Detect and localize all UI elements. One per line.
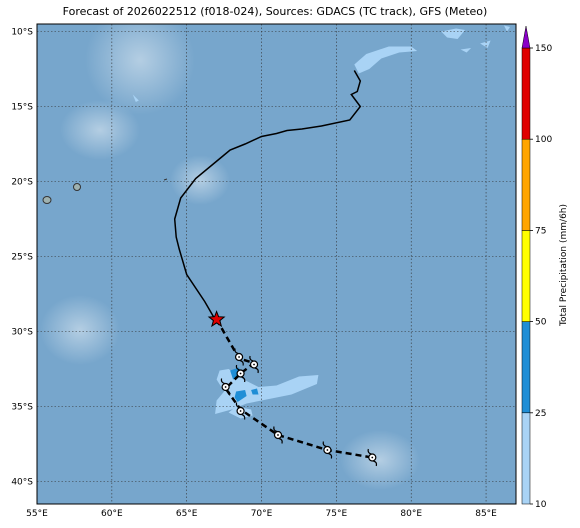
precip-area-4 (480, 40, 491, 48)
precip-area-0 (215, 369, 319, 414)
tc-symbol-arm (328, 452, 333, 459)
lon-tick-label: 80°E (400, 509, 422, 519)
precip-area-3 (441, 28, 466, 39)
tc-symbol-arm (273, 426, 278, 433)
colorbar-tick-label: 25 (535, 409, 546, 419)
lat-tick-label: 30°S (11, 328, 33, 338)
lat-tick-label: 10°S (11, 28, 33, 38)
longitude-tick-labels: 55°E 60°E 65°E 70°E 75°E 80°E 85°E (26, 509, 497, 519)
map-title: Forecast of 2026022512 (f018-024), Sourc… (62, 5, 488, 18)
tc-symbol-icon (273, 426, 283, 444)
lat-tick-label: 40°S (11, 478, 33, 488)
lat-tick-label: 15°S (11, 103, 33, 113)
tc-symbol-arm (235, 364, 240, 371)
lon-tick-label: 70°E (251, 509, 273, 519)
mauritius-island (73, 183, 81, 191)
track-past-line (173, 70, 362, 320)
lon-tick-label: 60°E (101, 509, 123, 519)
precip-area-6 (504, 25, 510, 32)
tc-symbol-arm (235, 402, 240, 409)
colorbar-segment (521, 138, 531, 231)
tc-symbol-icon (367, 448, 378, 467)
colorbar: 10 25 50 75 100 150 (521, 25, 552, 510)
lat-tick-label: 20°S (11, 178, 33, 188)
colorbar-label: Total Precipitation (mm/6h) (559, 204, 569, 327)
reunion-island (42, 196, 52, 204)
tc-symbol-arm (220, 378, 225, 385)
precipitation-areas (132, 25, 510, 419)
rodrigues-island (163, 178, 168, 181)
tc-symbol-dot (239, 372, 242, 375)
colorbar-segment (521, 230, 531, 322)
map-grid (36, 24, 516, 504)
colorbar-extension-arrow (521, 25, 531, 49)
lon-tick-label: 75°E (326, 509, 348, 519)
precip-area-2 (354, 46, 418, 74)
tc-symbol-dot (326, 449, 329, 451)
precip-area-7 (132, 94, 139, 102)
colorbar-tick-label: 150 (535, 44, 552, 54)
tc-symbol-icon (235, 364, 246, 383)
tc-symbol-arm (239, 359, 244, 366)
tc-symbol-icon (235, 402, 246, 420)
lon-tick-label: 85°E (475, 509, 497, 519)
cloud-texture (40, 24, 420, 490)
cyclone-track (173, 70, 378, 467)
tc-symbol-dot (238, 356, 240, 358)
tc-symbol-arm (226, 389, 231, 396)
lon-tick-label: 55°E (26, 509, 48, 519)
lat-tick-label: 25°S (11, 253, 33, 263)
tc-symbol-dot (253, 363, 255, 366)
tc-symbol-icon (322, 441, 333, 459)
track-forecast-line (215, 318, 373, 459)
lat-tick-label: 35°S (11, 403, 33, 413)
colorbar-segment (521, 412, 531, 505)
colorbar-segment (521, 47, 531, 140)
tc-symbol-icon (234, 348, 244, 366)
tc-symbol-arm (278, 437, 283, 444)
current-position-star-icon (207, 310, 226, 328)
tc-symbol-arm (241, 413, 246, 420)
colorbar-segment (521, 321, 531, 414)
precip-area-5 (460, 48, 472, 53)
colorbar-tick-label: 10 (535, 500, 547, 510)
tc-symbol-arm (249, 355, 254, 362)
tc-symbol-dot (239, 410, 242, 412)
tc-symbol-dot (371, 456, 374, 459)
tc-symbol-arm (234, 348, 239, 355)
tc-symbol-arm (367, 448, 372, 455)
tc-symbol-dot (224, 386, 227, 388)
islands (42, 178, 168, 204)
map-frame (36, 23, 517, 505)
precip-area-10 (251, 388, 259, 395)
tc-symbol-arm (254, 367, 259, 374)
colorbar-tick-label: 50 (535, 318, 547, 328)
tc-symbol-arm (241, 376, 246, 383)
tc-symbol-arm (373, 460, 378, 467)
colorbar-tick-label: 75 (535, 226, 546, 236)
map-plot-area (36, 23, 517, 505)
precip-area-8 (234, 390, 247, 402)
tc-symbol-dot (277, 434, 279, 436)
latitude-tick-labels: 10°S 15°S 20°S 25°S 30°S 35°S 40°S (11, 28, 33, 488)
tc-symbol-icon (249, 355, 259, 374)
tc-symbol-arm (322, 441, 327, 448)
colorbar-tick-label: 100 (535, 135, 552, 145)
lon-tick-label: 65°E (176, 509, 198, 519)
tc-symbol-icon (220, 378, 231, 396)
